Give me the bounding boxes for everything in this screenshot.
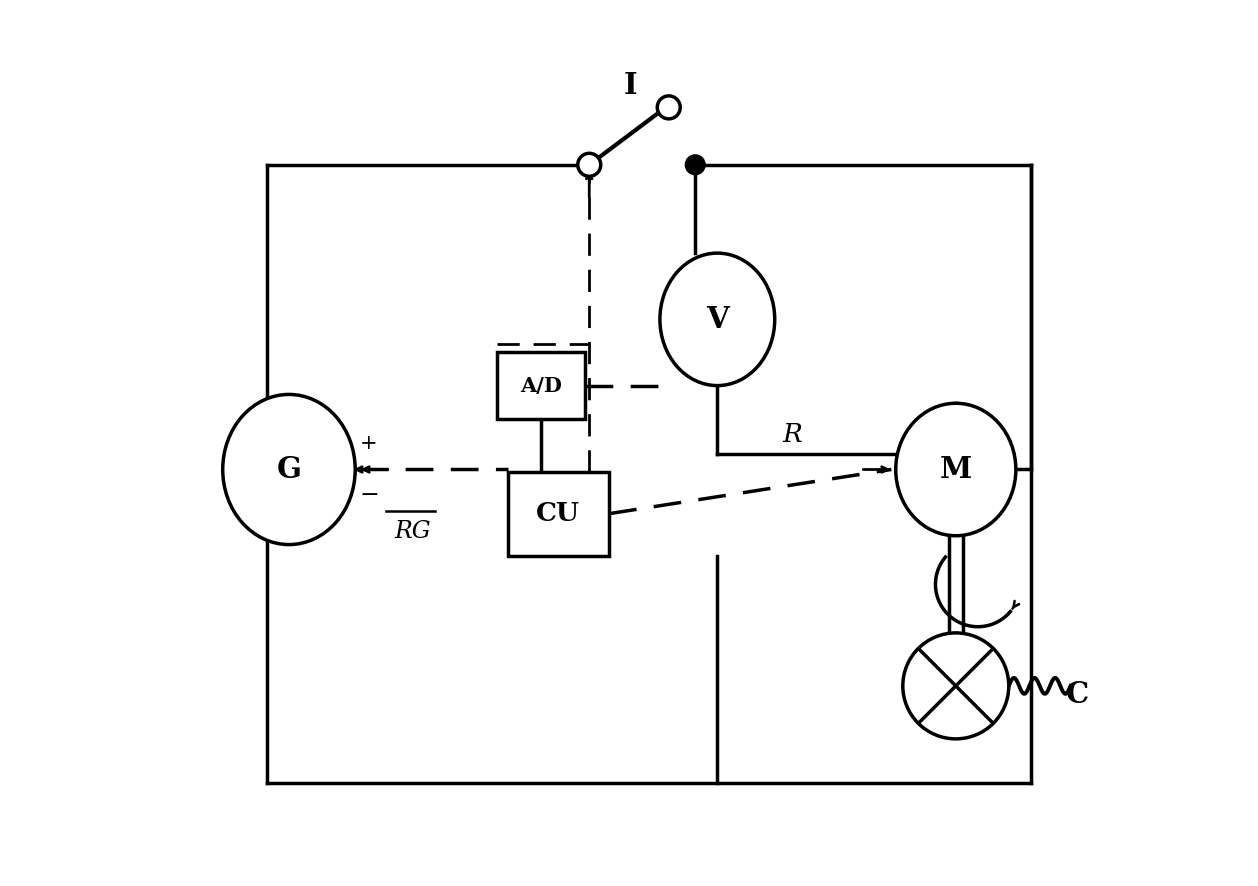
- Text: G: G: [277, 455, 302, 484]
- Circle shape: [687, 156, 704, 174]
- Ellipse shape: [223, 394, 355, 545]
- Text: C: C: [1067, 680, 1089, 709]
- Text: M: M: [940, 455, 972, 484]
- Bar: [507, 471, 609, 556]
- Text: V: V: [706, 305, 728, 334]
- Circle shape: [903, 633, 1009, 739]
- Text: −: −: [360, 485, 380, 508]
- Circle shape: [657, 96, 681, 119]
- Text: R: R: [782, 423, 803, 447]
- Text: +: +: [360, 433, 377, 453]
- Text: A/D: A/D: [520, 376, 561, 395]
- Text: CU: CU: [536, 501, 580, 526]
- Bar: [497, 353, 585, 419]
- Circle shape: [577, 153, 601, 176]
- Text: RG: RG: [394, 520, 431, 543]
- Ellipse shape: [660, 253, 775, 385]
- Text: I: I: [624, 71, 638, 100]
- Ellipse shape: [896, 403, 1016, 536]
